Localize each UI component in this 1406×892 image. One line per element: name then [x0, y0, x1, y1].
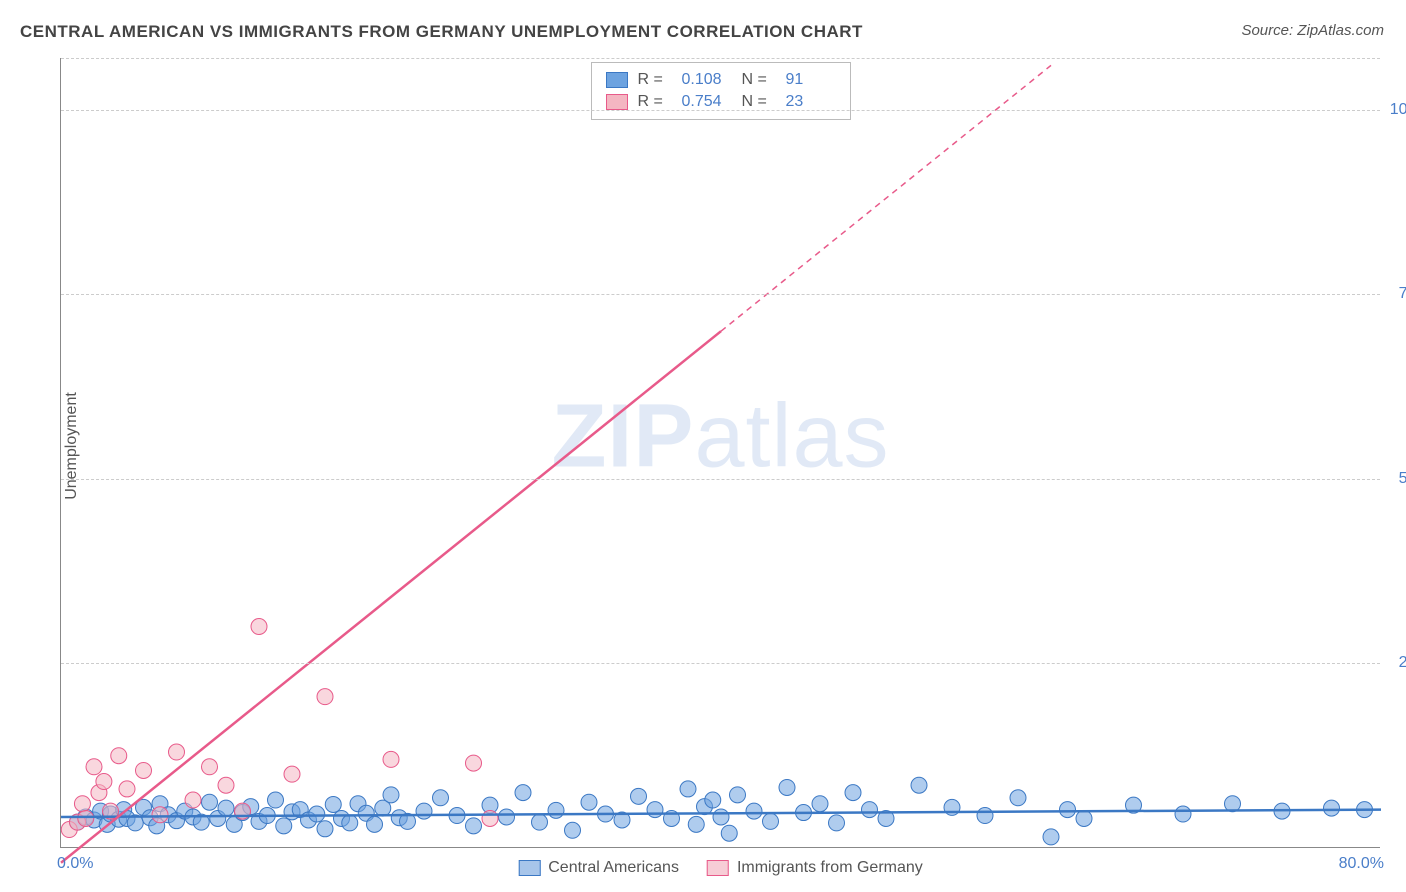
- data-point: [680, 781, 696, 797]
- legend-swatch: [606, 94, 628, 110]
- data-point: [548, 802, 564, 818]
- data-point: [96, 774, 112, 790]
- x-tick-min: 0.0%: [57, 855, 93, 873]
- legend-label: Central Americans: [548, 859, 679, 877]
- data-point: [74, 796, 90, 812]
- y-tick-label: 25.0%: [1399, 654, 1406, 672]
- data-point: [705, 792, 721, 808]
- data-point: [1010, 790, 1026, 806]
- plot-area: ZIPatlas R = 0.108 N = 91 R = 0.754 N = …: [60, 58, 1380, 848]
- data-point: [746, 803, 762, 819]
- data-point: [845, 785, 861, 801]
- data-point: [565, 822, 581, 838]
- data-point: [78, 810, 94, 826]
- data-point: [367, 816, 383, 832]
- data-point: [202, 759, 218, 775]
- legend-item: Immigrants from Germany: [707, 859, 923, 877]
- data-point: [86, 759, 102, 775]
- data-point: [169, 744, 185, 760]
- data-point: [482, 810, 498, 826]
- r-label: R =: [638, 71, 672, 89]
- data-point: [218, 800, 234, 816]
- data-point: [325, 796, 341, 812]
- source-label: Source: ZipAtlas.com: [1241, 22, 1384, 39]
- data-point: [911, 777, 927, 793]
- data-point: [218, 777, 234, 793]
- data-point: [713, 809, 729, 825]
- gridline: [61, 110, 1380, 111]
- legend-item: Central Americans: [518, 859, 679, 877]
- r-value: 0.108: [682, 71, 732, 89]
- data-point: [515, 785, 531, 801]
- data-point: [862, 802, 878, 818]
- legend-row: R = 0.108 N = 91: [606, 69, 836, 91]
- data-point: [829, 815, 845, 831]
- r-value: 0.754: [682, 93, 732, 111]
- data-point: [763, 813, 779, 829]
- data-point: [202, 794, 218, 810]
- r-label: R =: [638, 93, 672, 111]
- data-point: [1060, 802, 1076, 818]
- data-point: [416, 803, 432, 819]
- data-point: [383, 787, 399, 803]
- legend-swatch: [707, 860, 729, 876]
- n-label: N =: [742, 71, 776, 89]
- legend-label: Immigrants from Germany: [737, 859, 923, 877]
- legend-swatch: [518, 860, 540, 876]
- data-point: [1175, 806, 1191, 822]
- data-point: [433, 790, 449, 806]
- data-point: [309, 806, 325, 822]
- data-point: [647, 802, 663, 818]
- data-point: [730, 787, 746, 803]
- data-point: [1043, 829, 1059, 845]
- data-point: [631, 788, 647, 804]
- data-point: [466, 818, 482, 834]
- data-point: [1324, 800, 1340, 816]
- data-point: [276, 818, 292, 834]
- data-point: [1076, 810, 1092, 826]
- data-point: [317, 821, 333, 837]
- data-point: [111, 748, 127, 764]
- y-tick-label: 50.0%: [1399, 470, 1406, 488]
- data-point: [721, 825, 737, 841]
- data-point: [466, 755, 482, 771]
- data-point: [152, 807, 168, 823]
- data-point: [317, 689, 333, 705]
- series-legend: Central Americans Immigrants from Germany: [518, 859, 923, 877]
- legend-swatch: [606, 72, 628, 88]
- data-point: [581, 794, 597, 810]
- data-point: [185, 792, 201, 808]
- data-point: [977, 808, 993, 824]
- data-point: [688, 816, 704, 832]
- n-label: N =: [742, 93, 776, 111]
- data-point: [119, 781, 135, 797]
- gridline: [61, 58, 1380, 59]
- data-point: [532, 814, 548, 830]
- n-value: 23: [786, 93, 836, 111]
- data-point: [342, 815, 358, 831]
- n-value: 91: [786, 71, 836, 89]
- correlation-legend: R = 0.108 N = 91 R = 0.754 N = 23: [591, 62, 851, 120]
- gridline: [61, 294, 1380, 295]
- data-point: [251, 619, 267, 635]
- chart-canvas: [61, 58, 1380, 847]
- gridline: [61, 663, 1380, 664]
- data-point: [136, 762, 152, 778]
- gridline: [61, 479, 1380, 480]
- x-tick-max: 80.0%: [1339, 855, 1384, 873]
- y-tick-label: 75.0%: [1399, 285, 1406, 303]
- data-point: [284, 766, 300, 782]
- data-point: [812, 796, 828, 812]
- chart-title: CENTRAL AMERICAN VS IMMIGRANTS FROM GERM…: [20, 22, 863, 42]
- data-point: [268, 792, 284, 808]
- data-point: [383, 751, 399, 767]
- data-point: [499, 809, 515, 825]
- data-point: [779, 779, 795, 795]
- y-tick-label: 100.0%: [1390, 101, 1406, 119]
